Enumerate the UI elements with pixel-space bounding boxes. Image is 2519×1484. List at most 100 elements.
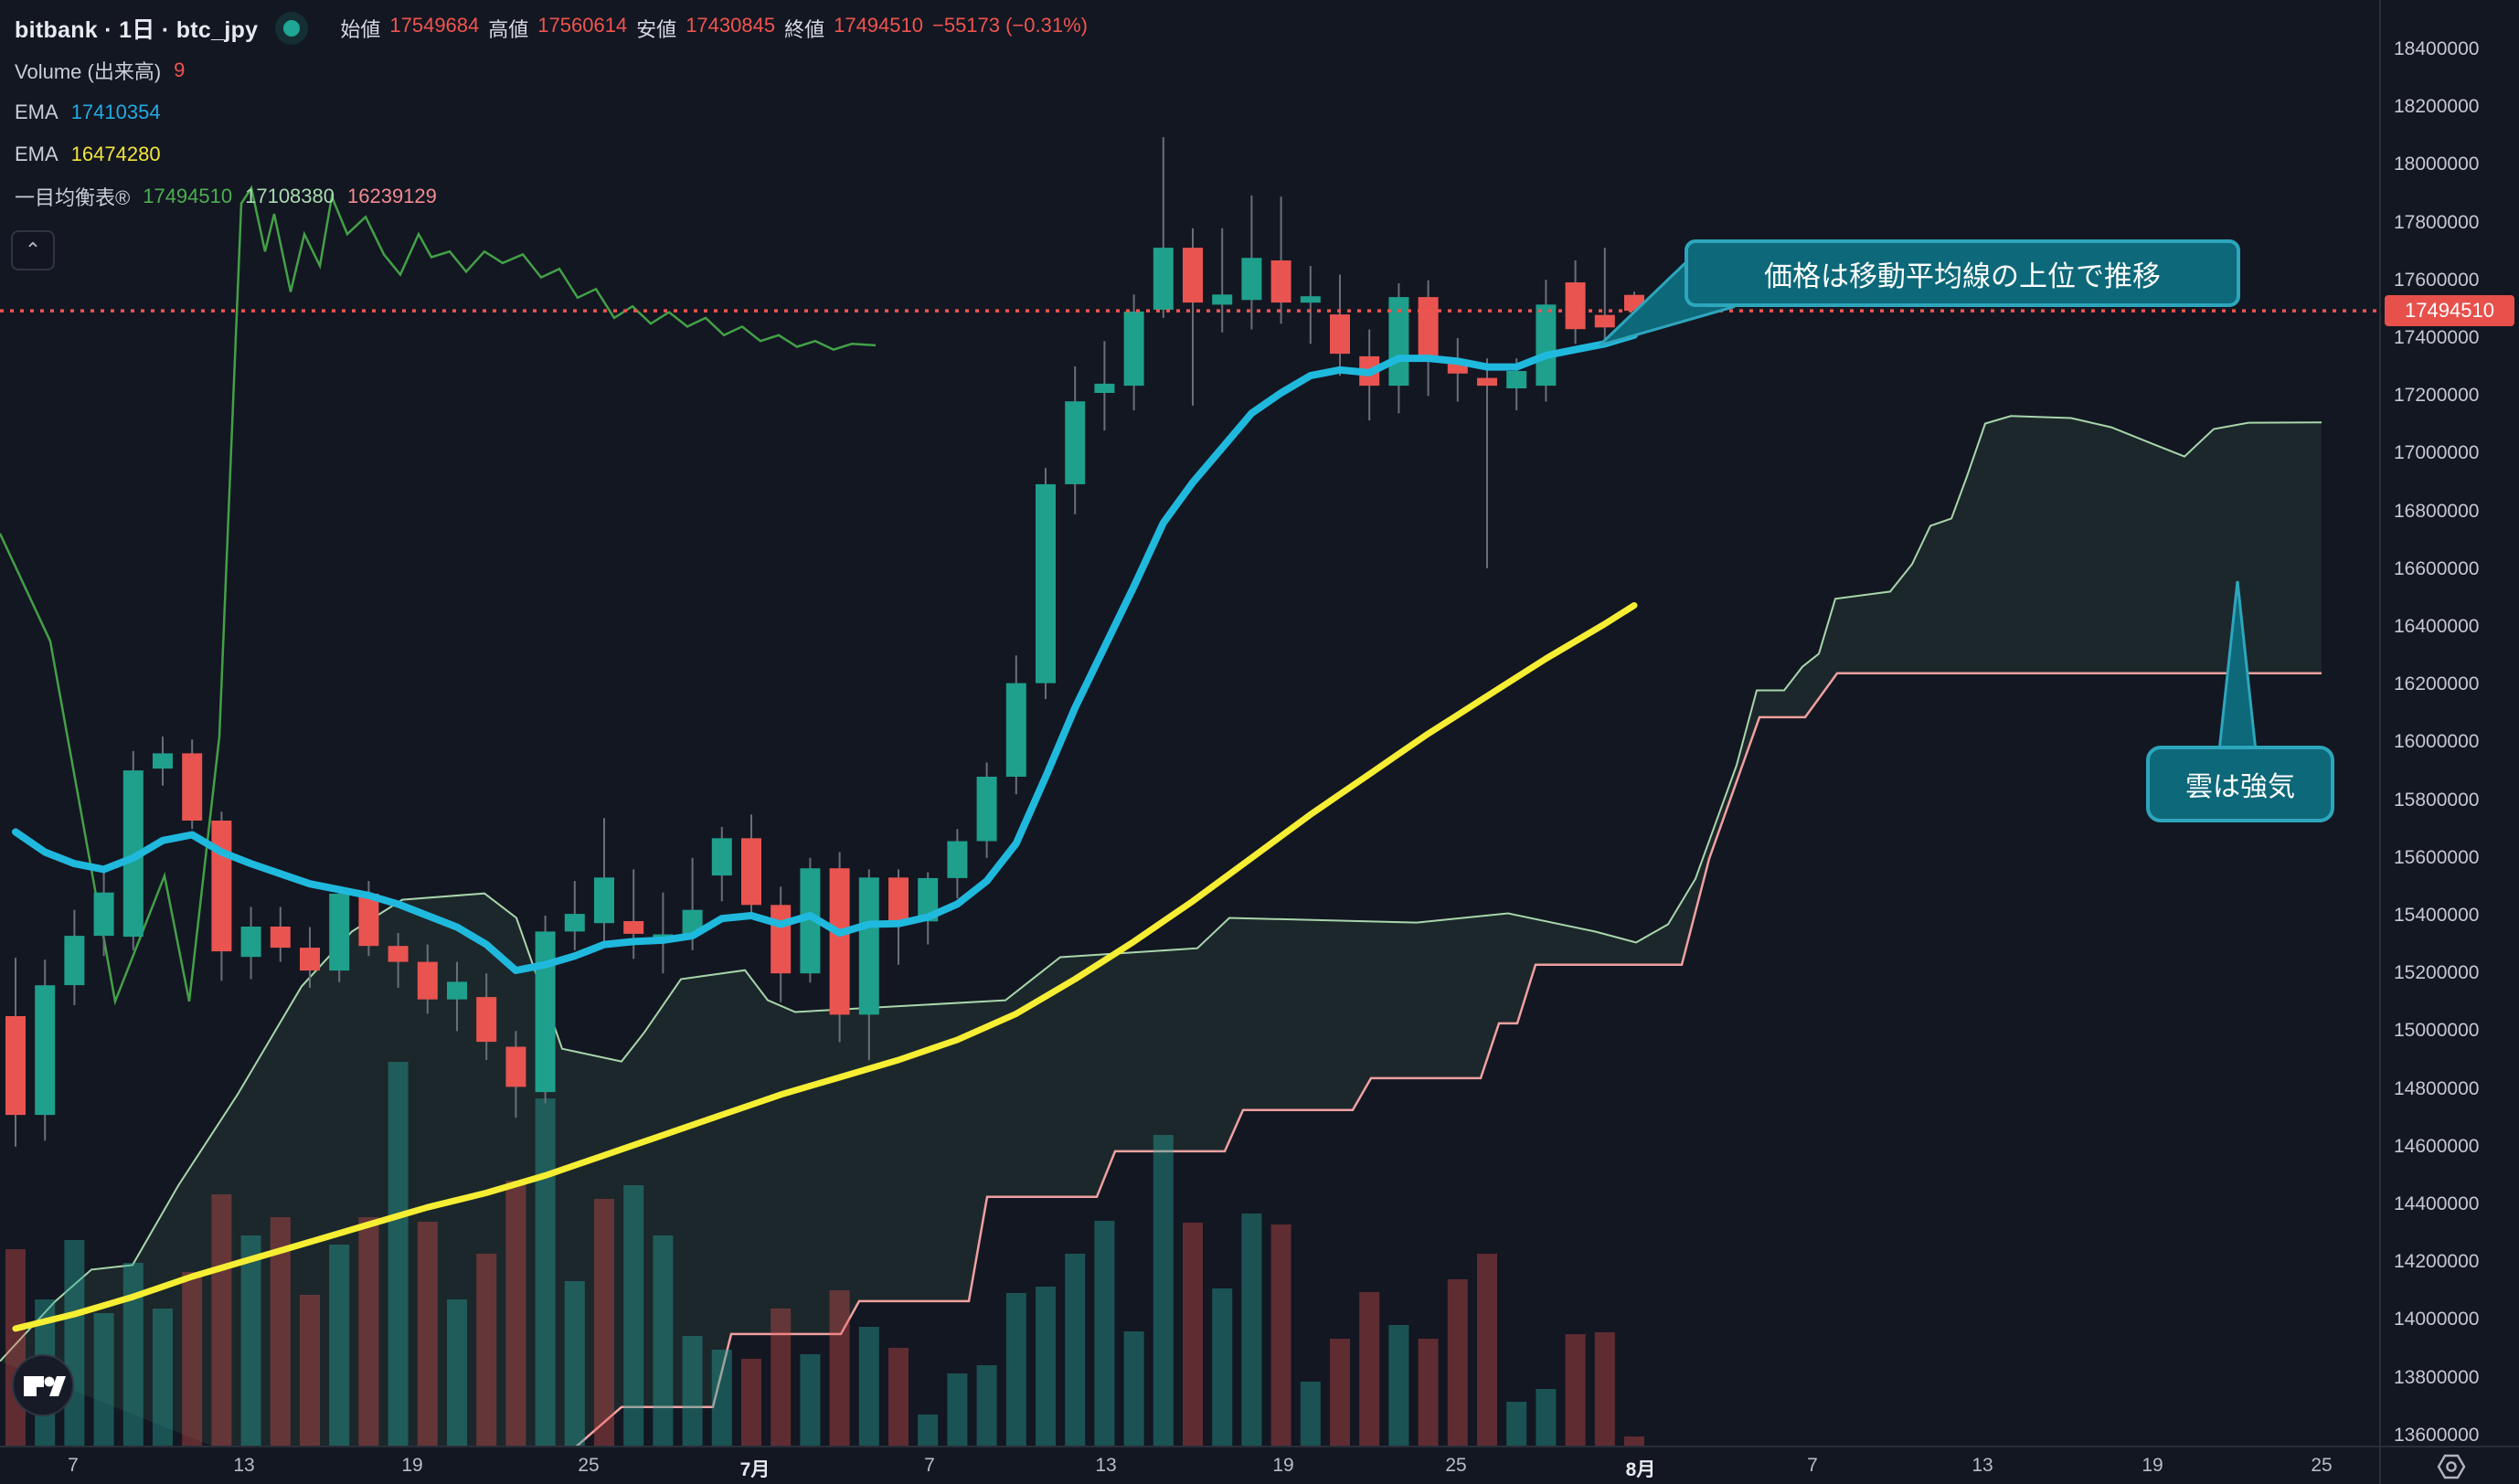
callout-cloud-bullish[interactable]: 雲は強気 (2146, 746, 2334, 822)
volume-bar[interactable] (1624, 1436, 1644, 1446)
symbol-title[interactable]: bitbank · 1日 · btc_jpy (15, 17, 259, 43)
volume-bar[interactable] (1565, 1334, 1586, 1446)
candle-body[interactable] (270, 927, 291, 949)
gear-icon[interactable] (2436, 1451, 2467, 1482)
volume-bar[interactable] (329, 1245, 350, 1446)
candle-body[interactable] (1270, 260, 1291, 303)
candle-body[interactable] (122, 770, 143, 938)
volume-bar[interactable] (535, 1098, 556, 1446)
volume-bar[interactable] (564, 1281, 585, 1446)
candle-body[interactable] (93, 892, 114, 937)
volume-bar[interactable] (1065, 1254, 1086, 1446)
candle-body[interactable] (1153, 248, 1174, 310)
candle-body[interactable] (505, 1046, 526, 1087)
volume-bar[interactable] (1005, 1293, 1026, 1446)
volume-bar[interactable] (1477, 1254, 1497, 1446)
volume-bar[interactable] (182, 1272, 203, 1446)
candle-body[interactable] (1123, 311, 1144, 387)
volume-bar[interactable] (1447, 1279, 1468, 1446)
candle-body[interactable] (1005, 683, 1026, 777)
callout-price-above-ma[interactable]: 価格は移動平均線の上位で推移 (1685, 239, 2240, 307)
candle-body[interactable] (1447, 364, 1468, 374)
volume-bar[interactable] (1183, 1223, 1203, 1446)
volume-bar[interactable] (1123, 1331, 1144, 1446)
candle-body[interactable] (564, 914, 585, 932)
candle-body[interactable] (182, 753, 203, 821)
volume-bar[interactable] (947, 1373, 968, 1446)
candle-body[interactable] (711, 838, 732, 876)
volume-bar[interactable] (594, 1199, 614, 1446)
legend-collapse-button[interactable]: ⌃ (11, 230, 55, 270)
candle-body[interactable] (388, 946, 409, 962)
volume-bar[interactable] (1594, 1332, 1615, 1446)
volume-bar[interactable] (417, 1222, 438, 1446)
volume-legend-row[interactable]: Volume (出来高) 9 (15, 49, 1088, 91)
candle-body[interactable] (1477, 377, 1497, 387)
volume-bar[interactable] (888, 1348, 909, 1446)
candle-body[interactable] (1183, 248, 1203, 303)
volume-bar[interactable] (1036, 1287, 1056, 1446)
candle-body[interactable] (1594, 314, 1615, 328)
volume-bar[interactable] (976, 1365, 997, 1446)
candle-body[interactable] (829, 868, 850, 1015)
volume-bar[interactable] (1388, 1325, 1409, 1446)
candle-body[interactable] (64, 936, 85, 986)
ema-slow-legend-row[interactable]: EMA 16474280 (15, 133, 1088, 175)
candle-body[interactable] (417, 961, 438, 1000)
time-axis[interactable]: 7 13 19 25 7月 7 13 19 25 8月 7 13 19 25 (0, 1446, 2379, 1484)
candle-body[interactable] (153, 753, 173, 769)
volume-bar[interactable] (858, 1327, 879, 1446)
candle-body[interactable] (300, 948, 320, 971)
candle-body[interactable] (35, 985, 56, 1116)
candle-body[interactable] (653, 934, 674, 938)
candle-body[interactable] (535, 931, 556, 1093)
candle-body[interactable] (1565, 282, 1586, 330)
volume-bar[interactable] (270, 1217, 291, 1446)
candle-body[interactable] (447, 981, 467, 1000)
volume-bar[interactable] (240, 1235, 261, 1446)
candle-body[interactable] (5, 1016, 26, 1116)
candle-body[interactable] (329, 894, 350, 971)
candle-body[interactable] (741, 838, 761, 906)
candle-body[interactable] (1506, 371, 1527, 388)
volume-bar[interactable] (1506, 1402, 1527, 1446)
volume-bar[interactable] (800, 1354, 821, 1446)
candle-body[interactable] (682, 909, 703, 935)
candle-body[interactable] (476, 997, 497, 1043)
tradingview-logo[interactable] (11, 1353, 75, 1422)
volume-bar[interactable] (93, 1313, 114, 1446)
candle-body[interactable] (211, 821, 232, 952)
volume-bar[interactable] (122, 1263, 143, 1446)
candle-body[interactable] (594, 877, 614, 924)
volume-bar[interactable] (1153, 1135, 1174, 1446)
volume-bar[interactable] (682, 1336, 703, 1446)
candle-body[interactable] (1212, 294, 1233, 305)
candle-body[interactable] (771, 905, 792, 974)
candle-body[interactable] (1065, 401, 1086, 484)
volume-bar[interactable] (300, 1295, 320, 1446)
volume-bar[interactable] (447, 1299, 467, 1446)
volume-bar[interactable] (153, 1309, 173, 1446)
volume-bar[interactable] (829, 1290, 850, 1446)
ema-fast-legend-row[interactable]: EMA 17410354 (15, 91, 1088, 133)
volume-bar[interactable] (1536, 1389, 1557, 1446)
volume-bar[interactable] (1330, 1339, 1350, 1446)
candle-body[interactable] (623, 921, 644, 934)
volume-bar[interactable] (1094, 1221, 1115, 1446)
volume-bar[interactable] (1359, 1292, 1380, 1446)
volume-bar[interactable] (918, 1415, 939, 1446)
candle-body[interactable] (858, 877, 879, 1015)
ichimoku-legend-row[interactable]: 一目均衡表® 17494510 17108380 16239129 (15, 175, 1088, 217)
volume-bar[interactable] (1270, 1224, 1291, 1446)
candle-body[interactable] (358, 894, 379, 947)
candle-body[interactable] (1418, 297, 1439, 361)
volume-bar[interactable] (623, 1185, 644, 1446)
volume-bar[interactable] (505, 1181, 526, 1446)
price-axis[interactable]: 17494510 18600000 18400000 18200000 1800000… (2379, 0, 2519, 1446)
candle-body[interactable] (976, 777, 997, 842)
volume-bar[interactable] (771, 1309, 792, 1446)
candle-body[interactable] (1094, 383, 1115, 393)
candle-body[interactable] (947, 841, 968, 878)
volume-bar[interactable] (211, 1194, 232, 1446)
